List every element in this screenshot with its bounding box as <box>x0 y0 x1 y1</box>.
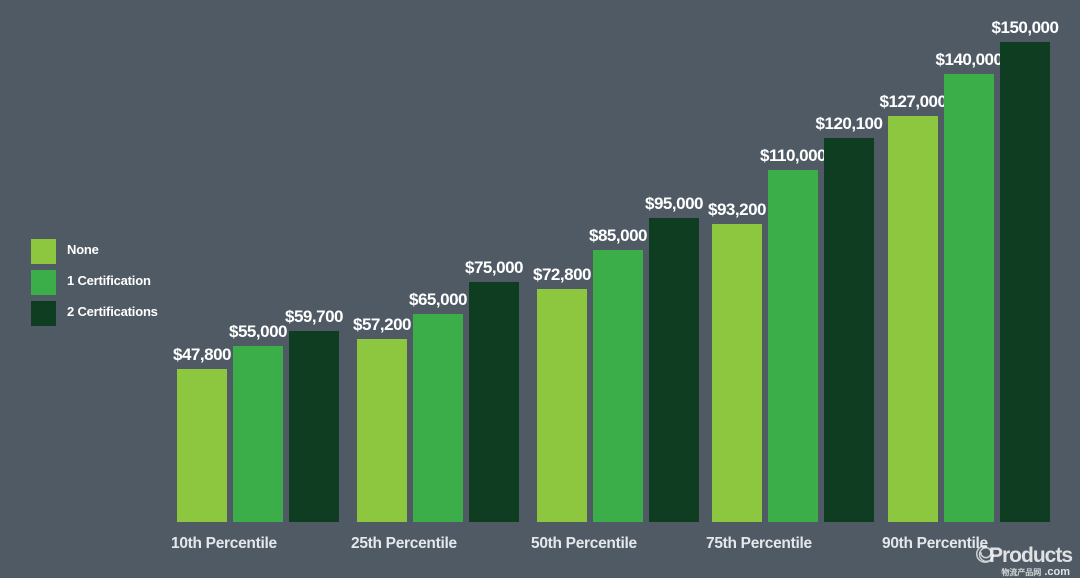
bar-value-label: $65,000 <box>409 290 467 309</box>
bar-value-label: $120,100 <box>815 114 883 133</box>
legend-label: 1 Certification <box>67 273 151 288</box>
bar-2-certifications: $120,100 <box>816 114 883 522</box>
bar-group-bars: $57,200 $65,000 $75,000 <box>353 258 523 522</box>
category-label: 25th Percentile <box>351 535 457 552</box>
bar-1-certification: $140,000 <box>936 50 1003 522</box>
bar-value-label: $59,700 <box>285 307 343 326</box>
bar-none: $127,000 <box>880 92 947 522</box>
bar-value-label: $110,000 <box>760 146 826 165</box>
watermark-name: Products <box>988 544 1073 567</box>
bar-value-label: $72,800 <box>533 265 591 284</box>
bar-1-certification: $55,000 <box>229 322 287 522</box>
legend-swatch-2-certifications <box>31 301 56 326</box>
bar-2-certifications: $95,000 <box>645 194 703 522</box>
bar-none: $57,200 <box>353 315 411 522</box>
bar-value-label: $127,000 <box>879 92 947 111</box>
legend-swatch-none <box>31 239 56 264</box>
bar-value-label: $75,000 <box>465 258 523 277</box>
legend-label: None <box>67 242 99 257</box>
bar-1-certification: $65,000 <box>409 290 467 522</box>
watermark-chinese-text: 物流产品网 <box>1001 568 1042 577</box>
bar-group: $93,200 $110,000 $120,100 75th Percentile <box>706 114 883 552</box>
watermark-logo: Products 物流产品网 .com <box>974 544 1073 578</box>
bar-group-bars: $127,000 $140,000 $150,000 <box>880 18 1059 522</box>
bar-group: $72,800 $85,000 $95,000 50th Percentile <box>531 194 703 552</box>
bar-group-bars: $47,800 $55,000 $59,700 <box>173 307 343 522</box>
category-label: 90th Percentile <box>882 535 988 552</box>
bar-2-certifications: $150,000 <box>992 18 1059 522</box>
watermark-top-row: Products <box>974 544 1073 567</box>
bar-value-label: $55,000 <box>229 322 287 341</box>
bar-value-label: $140,000 <box>935 50 1003 69</box>
bar-value-label: $150,000 <box>991 18 1059 37</box>
category-label: 10th Percentile <box>171 535 277 552</box>
watermark-subtext-row: 物流产品网 .com <box>974 567 1072 578</box>
legend-item-2-certifications: 2 Certifications <box>31 301 158 326</box>
chart-legend: None 1 Certification 2 Certifications <box>31 239 158 332</box>
bar-group: $47,800 $55,000 $59,700 10th Percentile <box>171 307 343 552</box>
bar-none: $47,800 <box>173 345 231 522</box>
bar-value-label: $85,000 <box>589 226 647 245</box>
category-label: 50th Percentile <box>531 535 637 552</box>
bar-2-certifications: $75,000 <box>465 258 523 522</box>
bar-value-label: $57,200 <box>353 315 411 334</box>
bar-2-certifications: $59,700 <box>285 307 343 522</box>
bar-none: $93,200 <box>708 200 766 522</box>
bar-group: $57,200 $65,000 $75,000 25th Percentile <box>351 258 523 552</box>
bar-1-certification: $85,000 <box>589 226 647 522</box>
legend-item-none: None <box>31 239 158 264</box>
bar-value-label: $47,800 <box>173 345 231 364</box>
bar-group-bars: $93,200 $110,000 $120,100 <box>708 114 883 522</box>
bar-value-label: $95,000 <box>645 194 703 213</box>
bar-group-bars: $72,800 $85,000 $95,000 <box>533 194 703 522</box>
legend-label: 2 Certifications <box>67 304 158 319</box>
bar-group: $127,000 $140,000 $150,000 90th Percentile <box>880 18 1059 552</box>
watermark-domain: .com <box>1044 566 1070 578</box>
bar-value-label: $93,200 <box>708 200 766 219</box>
legend-item-1-certification: 1 Certification <box>31 270 158 295</box>
legend-swatch-1-certification <box>31 270 56 295</box>
bar-none: $72,800 <box>533 265 591 522</box>
swirl-icon <box>976 544 994 563</box>
bar-1-certification: $110,000 <box>760 146 826 522</box>
category-label: 75th Percentile <box>706 535 812 552</box>
